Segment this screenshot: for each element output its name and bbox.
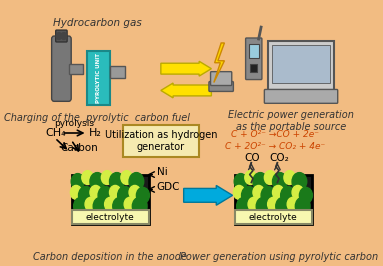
Circle shape (273, 185, 284, 199)
Circle shape (237, 197, 251, 215)
Circle shape (90, 185, 101, 199)
Circle shape (234, 174, 247, 189)
Bar (249, 44, 259, 58)
Circle shape (132, 197, 147, 215)
Text: Carbon: Carbon (61, 143, 98, 153)
Circle shape (85, 197, 97, 211)
Circle shape (233, 185, 245, 199)
Text: electrolyte: electrolyte (249, 213, 298, 222)
Circle shape (110, 185, 121, 199)
Text: Electric power generation
as the portable source: Electric power generation as the portabl… (228, 110, 354, 132)
Text: Utilization as hydrogen
generator: Utilization as hydrogen generator (105, 130, 217, 152)
Circle shape (261, 186, 276, 204)
FancyBboxPatch shape (123, 125, 199, 157)
Circle shape (56, 32, 62, 39)
Circle shape (248, 197, 259, 211)
Circle shape (90, 173, 105, 190)
Circle shape (281, 186, 295, 204)
Bar (250, 64, 257, 72)
FancyArrow shape (161, 61, 211, 76)
FancyBboxPatch shape (56, 30, 67, 42)
Circle shape (256, 197, 271, 215)
FancyArrow shape (184, 185, 232, 205)
Circle shape (105, 197, 116, 211)
Circle shape (136, 188, 149, 203)
Circle shape (264, 171, 276, 184)
Text: Ni: Ni (157, 167, 167, 177)
Circle shape (129, 185, 141, 199)
Text: PYROLYTIC UNIT: PYROLYTIC UNIT (97, 53, 101, 103)
Circle shape (268, 197, 279, 211)
Text: CO₂: CO₂ (269, 153, 289, 163)
Circle shape (287, 197, 299, 211)
Circle shape (121, 171, 132, 184)
Circle shape (118, 186, 132, 204)
Circle shape (273, 173, 287, 190)
Text: Charging of the  pyrolytic  carbon fuel: Charging of the pyrolytic carbon fuel (4, 113, 190, 123)
Bar (235, 210, 312, 224)
Circle shape (242, 186, 256, 204)
Circle shape (82, 171, 93, 184)
Bar (72, 210, 149, 224)
FancyArrow shape (161, 83, 211, 98)
Circle shape (110, 173, 124, 190)
Polygon shape (214, 43, 224, 82)
Circle shape (61, 32, 67, 39)
Text: CH₄: CH₄ (45, 128, 66, 138)
Text: GDC: GDC (157, 182, 180, 192)
Circle shape (300, 188, 313, 203)
Bar (72, 174, 149, 224)
Circle shape (253, 173, 268, 190)
Text: C + O²⁻ →CO + 2e⁻: C + O²⁻ →CO + 2e⁻ (231, 131, 319, 139)
Circle shape (284, 171, 295, 184)
Circle shape (71, 174, 84, 189)
Circle shape (101, 171, 113, 184)
Text: pyrolysis: pyrolysis (54, 119, 95, 128)
FancyBboxPatch shape (209, 82, 233, 92)
Circle shape (79, 186, 93, 204)
Circle shape (74, 197, 88, 215)
Circle shape (295, 197, 310, 215)
Circle shape (292, 185, 303, 199)
Text: Carbon deposition in the anode: Carbon deposition in the anode (33, 252, 187, 262)
FancyBboxPatch shape (211, 72, 232, 85)
Circle shape (245, 171, 256, 184)
Text: CO: CO (244, 153, 260, 163)
Circle shape (93, 197, 108, 215)
Text: H₂: H₂ (89, 128, 102, 138)
FancyBboxPatch shape (246, 38, 262, 80)
Circle shape (113, 197, 128, 215)
FancyBboxPatch shape (52, 36, 71, 101)
FancyBboxPatch shape (264, 89, 338, 103)
Circle shape (124, 197, 136, 211)
Text: Power generation using pyrolytic carbon: Power generation using pyrolytic carbon (180, 252, 378, 262)
Circle shape (129, 173, 144, 190)
Bar (272, 45, 331, 82)
Circle shape (253, 185, 264, 199)
FancyBboxPatch shape (268, 41, 334, 90)
Text: C + 2O²⁻ → CO₂ + 4e⁻: C + 2O²⁻ → CO₂ + 4e⁻ (225, 142, 325, 151)
Text: Hydrocarbon gas: Hydrocarbon gas (53, 18, 142, 28)
FancyBboxPatch shape (87, 51, 110, 105)
Circle shape (70, 185, 82, 199)
FancyBboxPatch shape (110, 66, 125, 78)
Circle shape (98, 186, 113, 204)
Bar (69, 64, 83, 74)
Bar (235, 174, 312, 224)
Text: electrolyte: electrolyte (86, 213, 135, 222)
Circle shape (292, 173, 307, 190)
Circle shape (276, 197, 290, 215)
